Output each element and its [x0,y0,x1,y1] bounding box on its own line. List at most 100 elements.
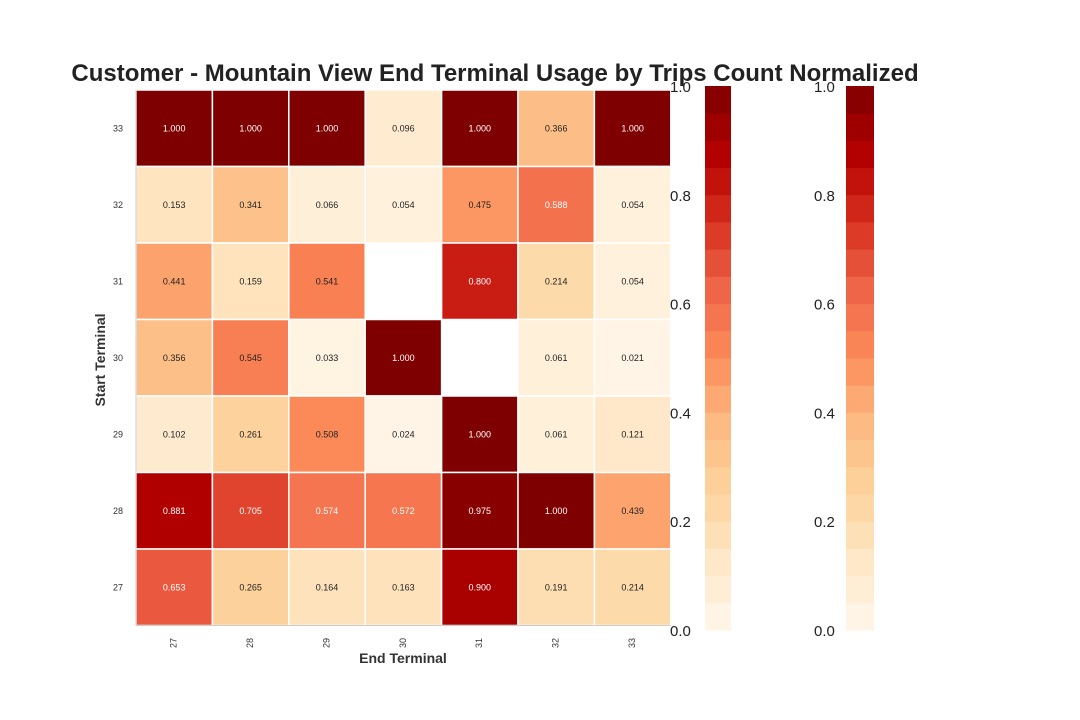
heatmap-cell [135,471,214,550]
cell-value-label: 0.061 [545,429,568,439]
heatmap-cell [211,165,290,244]
cell-value-label: 0.024 [392,429,415,439]
cell-value-label: 0.541 [316,276,339,286]
colorbar-segment [846,86,874,114]
x-tick-label: 31 [474,638,484,648]
colorbar-segment [705,140,731,169]
y-tick-label: 31 [113,276,123,286]
x-tick-label: 27 [169,638,179,648]
colorbar-segment [846,466,874,495]
colorbar-segment [846,113,874,141]
colorbar-segment [705,575,731,604]
cell-value-label: 0.054 [621,276,644,286]
colorbar-segment [705,222,731,250]
cell-value-label: 0.214 [545,276,568,286]
colorbar-segment [846,521,874,549]
colorbar-segment [846,602,874,631]
heatmap-cell [517,318,596,397]
colorbar-segment [846,439,874,468]
cell-value-label: 0.653 [163,582,186,592]
x-tick-label: 29 [321,638,331,648]
colorbar-segment [705,412,731,441]
cell-value-label: 0.900 [469,582,492,592]
chart-title: Customer - Mountain View End Terminal Us… [71,60,919,87]
heatmap-cell [288,318,366,397]
colorbar-segment [705,466,731,495]
cell-value-label: 0.800 [469,276,492,286]
colorbar-tick-label: 0.8 [814,188,835,205]
heatmap-cell [440,165,519,244]
x-tick-label: 33 [627,638,637,648]
cell-value-label: 1.000 [163,123,186,133]
colorbar-segment [705,167,731,196]
heatmap-cell [211,318,290,397]
colorbar-segment [705,113,731,141]
colorbar-tick-label: 0.4 [670,405,691,422]
colorbar-segment [705,494,731,522]
colorbar-segment [705,358,731,386]
heatmap-cell [135,395,214,474]
heatmap-cell [211,395,290,474]
heatmap-cell [593,395,672,474]
colorbar-segment [705,439,731,468]
colorbar-segment [846,276,874,305]
colorbar-segment [846,140,874,169]
colorbar-segment [846,167,874,196]
y-tick-label: 29 [113,429,123,439]
colorbar-segment [705,86,731,114]
cell-value-label: 0.096 [392,123,415,133]
cell-value-label: 0.441 [163,276,186,286]
cell-value-label: 0.021 [621,353,644,363]
cell-value-label: 0.508 [316,429,339,439]
heatmap-cell [288,165,366,244]
y-tick-label: 30 [113,353,123,363]
cell-value-label: 0.054 [621,200,644,210]
heatmap-cell-empty [441,319,518,396]
cell-value-label: 0.102 [163,429,186,439]
colorbar-segment [705,303,731,332]
x-tick-label: 32 [551,638,561,648]
cell-value-label: 0.191 [545,582,568,592]
cell-value-label: 0.475 [469,200,492,210]
cell-value-label: 0.261 [239,429,262,439]
cell-value-label: 0.588 [545,200,568,210]
colorbar-segment [846,222,874,250]
colorbar-tick-label: 0.0 [670,623,691,640]
colorbar-tick-label: 0.0 [814,623,835,640]
heatmap-cell [517,548,596,627]
heatmap-cell [288,395,366,474]
heatmap-cell [211,471,290,550]
heatmap-cell [364,471,443,550]
heatmap-cell [593,165,672,244]
cell-value-label: 0.366 [545,123,568,133]
heatmap-cell [288,242,366,321]
cell-value-label: 0.061 [545,353,568,363]
colorbar-segment [705,330,731,359]
colorbar-segment [846,330,874,359]
colorbar-segment [705,276,731,305]
heatmap-cell [593,548,672,627]
colorbar-segment [846,303,874,332]
cell-value-label: 0.163 [392,582,415,592]
cell-value-label: 0.545 [239,353,262,363]
cell-value-label: 0.881 [163,506,186,516]
cell-value-label: 0.214 [621,582,644,592]
x-tick-label: 30 [398,638,408,648]
cell-value-label: 1.000 [545,506,568,516]
colorbar-segment [846,412,874,441]
cell-value-label: 1.000 [469,429,492,439]
cell-value-label: 1.000 [469,123,492,133]
cell-value-label: 0.975 [469,506,492,516]
heatmap-cell [517,242,596,321]
colorbar-segment [846,385,874,413]
colorbar-segment [705,249,731,277]
x-tick-label: 28 [245,638,255,648]
heatmap-cell [593,242,672,321]
heatmap-cell [440,242,519,321]
colorbar-segment [705,602,731,631]
heatmap-cell [135,89,214,168]
cell-value-label: 1.000 [316,123,339,133]
colorbar-segment [705,521,731,549]
